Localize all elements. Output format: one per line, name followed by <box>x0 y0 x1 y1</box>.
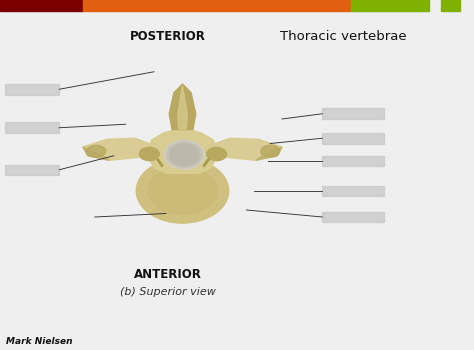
Ellipse shape <box>261 145 280 157</box>
Ellipse shape <box>170 144 199 165</box>
Polygon shape <box>178 86 187 129</box>
Bar <box>5 84 59 95</box>
Bar <box>322 133 384 144</box>
Polygon shape <box>256 147 282 160</box>
Ellipse shape <box>139 147 159 161</box>
Bar <box>441 0 460 11</box>
Polygon shape <box>83 147 109 160</box>
Text: Thoracic vertebrae: Thoracic vertebrae <box>280 30 407 43</box>
Ellipse shape <box>166 142 202 167</box>
Bar <box>351 0 429 11</box>
Bar <box>438 0 441 11</box>
Bar <box>0 0 83 11</box>
Ellipse shape <box>148 167 217 214</box>
Text: Mark Nielsen: Mark Nielsen <box>6 337 72 346</box>
Bar <box>322 156 384 166</box>
Bar <box>322 108 384 119</box>
Ellipse shape <box>167 142 201 167</box>
Polygon shape <box>169 84 196 130</box>
Bar <box>5 164 59 175</box>
Bar <box>322 186 384 196</box>
Bar <box>5 122 59 133</box>
Ellipse shape <box>137 158 228 223</box>
FancyArrowPatch shape <box>158 160 162 166</box>
Polygon shape <box>83 138 154 160</box>
Ellipse shape <box>87 145 106 157</box>
Text: (b) Superior view: (b) Superior view <box>120 287 216 297</box>
Polygon shape <box>147 128 218 173</box>
Ellipse shape <box>207 147 227 161</box>
Polygon shape <box>211 138 282 160</box>
FancyArrowPatch shape <box>204 160 209 166</box>
Bar <box>322 212 384 222</box>
Bar <box>83 0 351 11</box>
Text: ANTERIOR: ANTERIOR <box>134 268 202 281</box>
Text: POSTERIOR: POSTERIOR <box>130 30 206 43</box>
Ellipse shape <box>164 140 205 169</box>
